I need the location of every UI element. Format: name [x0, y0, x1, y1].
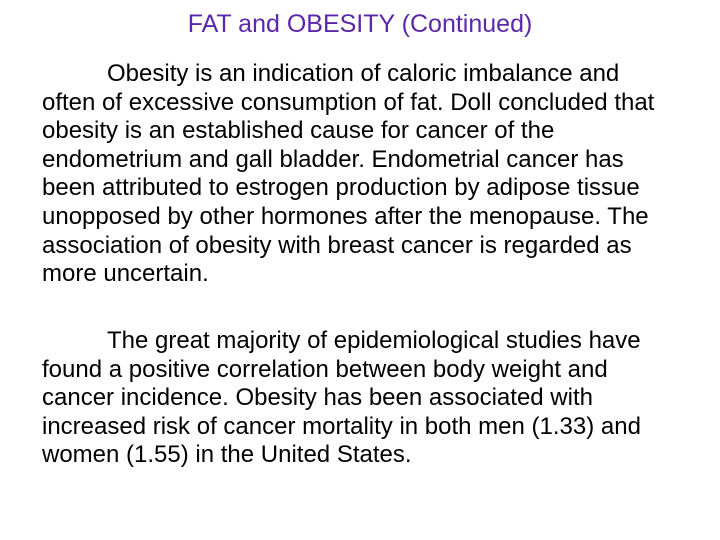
text-line: found a positive correlation between bod… — [42, 355, 608, 383]
text-line: cancer incidence. Obesity has been assoc… — [42, 384, 593, 412]
text-line: unopposed by other hormones after the me… — [42, 202, 649, 230]
text-line: association of obesity with breast cance… — [42, 231, 632, 259]
body-paragraph-2: The great majority of epidemiological st… — [42, 327, 682, 470]
text-line: been attributed to estrogen production b… — [42, 174, 640, 202]
text-line: more uncertain. — [42, 260, 209, 288]
text-line: often of excessive consumption of fat. D… — [42, 88, 655, 116]
text-line: obesity is an established cause for canc… — [42, 117, 555, 145]
text-line: endometrium and gall bladder. Endometria… — [42, 145, 624, 173]
text-line: women (1.55) in the United States. — [42, 441, 412, 469]
text-line: increased risk of cancer mortality in bo… — [42, 412, 641, 440]
body-paragraph-1: Obesity is an indication of caloric imba… — [42, 60, 682, 289]
text-line: The great majority of epidemiological st… — [107, 327, 641, 354]
slide-title: FAT and OBESITY (Continued) — [187, 10, 533, 38]
text-line: Obesity is an indication of caloric imba… — [107, 60, 620, 87]
